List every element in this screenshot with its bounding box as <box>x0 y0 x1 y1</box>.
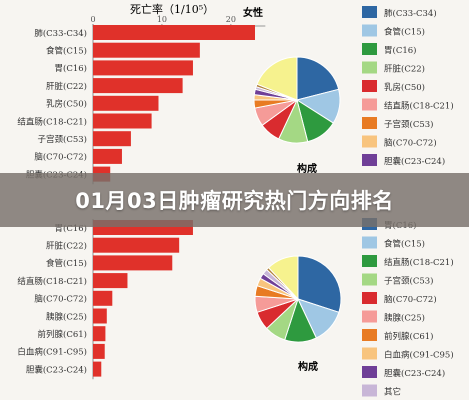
legend-swatch <box>362 292 377 304</box>
bar-chart-top: 死亡率（1/10⁵） 女性 0 10 20 肺(C33-C34) 食管(C15) 胃(C16)… <box>17 2 266 185</box>
legend-label: 食管(C15) <box>384 239 425 250</box>
legend-label: 白血病(C91-C95) <box>384 350 454 361</box>
legend-label: 结直肠(C18-C21) <box>384 101 454 112</box>
legend-swatch <box>362 98 377 111</box>
y-tick-label: 脑(C70-C72) <box>34 294 87 305</box>
x-tick-label: 20 <box>226 15 236 24</box>
legend-swatch <box>362 273 377 286</box>
bar <box>93 255 173 271</box>
pie-chart-bottom: 构成 <box>254 255 342 373</box>
y-tick-label: 结直肠(C18-C21) <box>17 276 87 287</box>
legend-swatch <box>362 384 377 397</box>
legend-label: 胃(C16) <box>384 45 416 56</box>
legend-swatch <box>362 255 377 267</box>
legend-label: 乳房(C50) <box>384 82 425 93</box>
banner-title: 01月03日肿瘤研究热门方向排名 <box>75 189 394 213</box>
legend-label: 子宫颈(C53) <box>384 119 433 130</box>
bar <box>93 60 193 76</box>
bar <box>93 343 105 359</box>
pie-chart-top: 构成 <box>253 56 341 175</box>
legend-swatch <box>362 135 377 148</box>
y-tick-label: 胰腺(C25) <box>46 311 87 322</box>
y-tick-label: 乳房(C50) <box>46 99 87 110</box>
legend-label: 前列腺(C61) <box>384 331 433 342</box>
y-tick-label: 子宫颈(C53) <box>38 134 87 145</box>
legend-label: 其它 <box>384 387 401 398</box>
legend-swatch <box>362 61 377 74</box>
legend-swatch <box>362 310 377 323</box>
legend-swatch <box>362 24 377 37</box>
legend-swatch <box>362 43 377 55</box>
bar <box>93 326 106 342</box>
pie-slice <box>267 255 299 301</box>
bar <box>93 42 200 58</box>
legend-swatch <box>362 6 377 18</box>
legend-label: 结直肠(C18-C21) <box>384 257 454 268</box>
y-tick-label: 食管(C15) <box>46 46 87 57</box>
pie-slice <box>296 56 340 101</box>
legend-label: 脑(C70-C72) <box>384 138 437 149</box>
panel-label: 女性 <box>243 6 263 19</box>
legend-label: 子宫颈(C53) <box>384 276 433 287</box>
legend-swatch <box>362 329 377 341</box>
y-tick-label: 肝脏(C22) <box>46 81 87 92</box>
pie-slice <box>256 56 298 101</box>
bar <box>93 131 131 147</box>
legend-swatch <box>362 236 377 249</box>
y-tick-label: 肝脏(C22) <box>46 241 87 252</box>
legend-label: 胆囊(C23-C24) <box>384 156 445 167</box>
x-tick-label: 0 <box>90 15 95 24</box>
legend-swatch <box>362 117 377 129</box>
bar <box>93 95 159 111</box>
bar <box>93 113 152 129</box>
x-tick-label: 10 <box>157 15 167 24</box>
legend-bottom: 胃(C16)食管(C15)结直肠(C18-C21)子宫颈(C53)脑(C70-C… <box>362 218 454 398</box>
y-tick-label: 白血病(C91-C95) <box>17 347 87 358</box>
legend-label: 肺(C33-C34) <box>384 8 437 19</box>
legend-swatch <box>362 80 377 92</box>
bar <box>93 290 113 306</box>
bar <box>93 237 180 253</box>
bar <box>93 78 183 94</box>
chart-title: 死亡率（1/10⁵） <box>130 2 214 16</box>
y-tick-label: 结直肠(C18-C21) <box>17 116 87 127</box>
bar <box>93 148 122 164</box>
bar <box>93 273 128 289</box>
legend-label: 胆囊(C23-C24) <box>384 368 445 379</box>
legend-top: 肺(C33-C34) 食管(C15) 胃(C16) 肝脏(C22) 乳房(C50) 结直肠… <box>362 6 454 167</box>
legend-label: 食管(C15) <box>384 27 425 38</box>
legend-swatch <box>362 154 377 166</box>
legend-swatch <box>362 366 377 378</box>
pie-slice <box>297 255 342 313</box>
legend-label: 脑(C70-C72) <box>384 294 437 305</box>
pie-label: 构成 <box>298 360 318 373</box>
y-tick-label: 胆囊(C23-C24) <box>26 364 87 375</box>
title-banner: 01月03日肿瘤研究热门方向排名 <box>0 173 469 227</box>
bar <box>93 25 255 40</box>
bar <box>93 361 102 377</box>
y-tick-label: 胃(C16) <box>55 223 87 234</box>
bar-chart-bottom: 胃(C16) 肝脏(C22) 食管(C15) 结直肠(C18-C21) 脑(C70-C7… <box>17 219 193 380</box>
y-tick-label: 前列腺(C61) <box>38 329 87 340</box>
bar <box>93 308 107 324</box>
pie-label: 构成 <box>297 162 317 175</box>
y-tick-label: 食管(C15) <box>46 258 87 269</box>
y-tick-label: 胃(C16) <box>55 63 87 74</box>
legend-swatch <box>362 347 377 360</box>
y-tick-label: 脑(C70-C72) <box>34 152 87 163</box>
y-tick-label: 肺(C33-C34) <box>34 28 87 39</box>
legend-label: 肝脏(C22) <box>384 64 425 75</box>
legend-label: 胰腺(C25) <box>384 313 425 324</box>
